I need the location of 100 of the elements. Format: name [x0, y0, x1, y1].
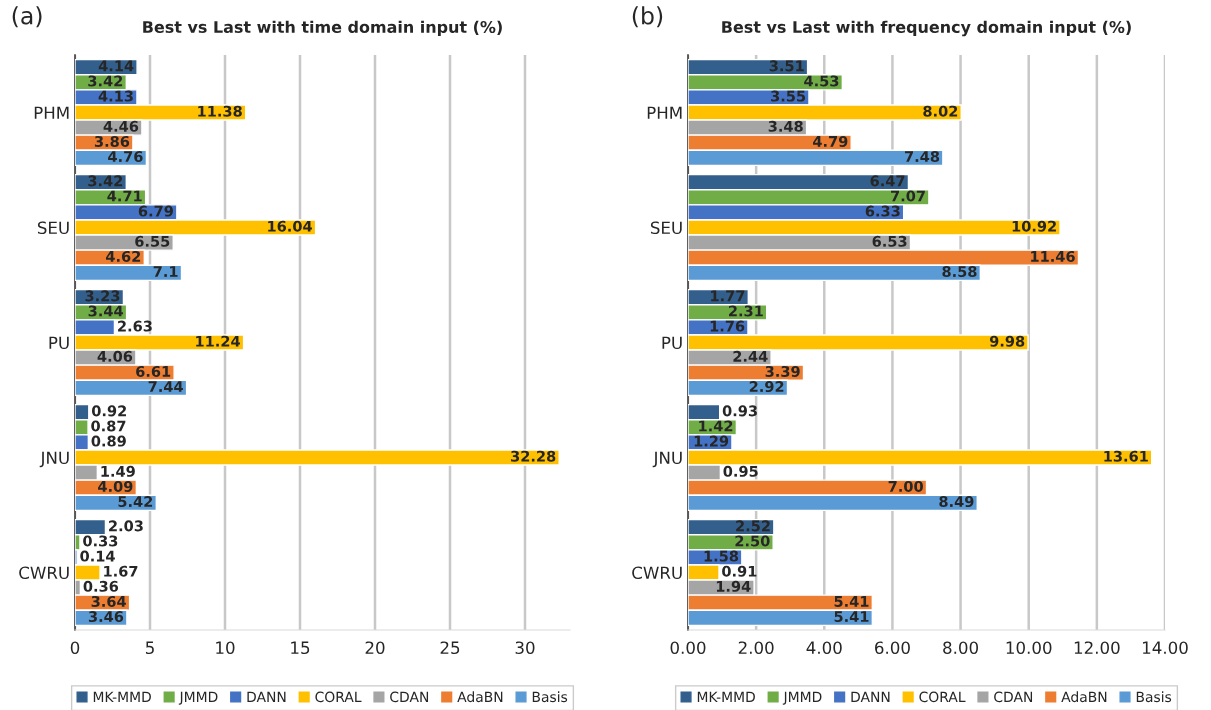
legend-label: CORAL	[315, 691, 362, 703]
data-label: 4.79	[813, 135, 848, 147]
data-label: 5.42	[118, 496, 153, 508]
data-label: 7.07	[891, 190, 925, 202]
x-tick-label: 10.00	[1006, 641, 1052, 655]
legend-label: JMMD	[178, 691, 218, 705]
data-label: 10.92	[1012, 220, 1056, 232]
y-tick-label: SEU	[37, 221, 69, 235]
y-tick-label: PHM	[647, 106, 682, 119]
data-label: 13.61	[1104, 450, 1148, 462]
y-tick-label: PU	[49, 336, 69, 350]
data-label: 11.24	[196, 335, 240, 347]
data-label: 0.91	[722, 565, 757, 577]
data-label: 3.51	[769, 60, 804, 72]
y-tick-label: JNU	[652, 451, 682, 468]
data-label: 5.41	[834, 596, 869, 607]
x-tick-label: 20	[365, 641, 385, 655]
data-label: 0.95	[723, 465, 758, 477]
data-label: 1.49	[101, 465, 135, 477]
x-tick-label: 25	[440, 641, 460, 655]
data-label: 3.42	[88, 75, 123, 87]
data-label: 2.92	[749, 381, 784, 393]
y-tick-label: JNU	[39, 451, 69, 468]
x-tick-label: 0.00	[670, 641, 706, 655]
data-label: 4.13	[98, 90, 133, 102]
x-tick-label: 15	[291, 641, 310, 655]
x-tick-label: 5	[145, 641, 154, 655]
data-label: 1.77	[711, 290, 745, 302]
data-label: 4.53	[804, 75, 839, 87]
data-label: 2.31	[729, 305, 763, 317]
legend-label: CDAN	[390, 691, 429, 703]
data-label: 4.46	[103, 120, 139, 132]
legend-label: Basis	[532, 691, 568, 703]
data-label: 3.86	[94, 135, 130, 147]
data-label: 4.14	[98, 60, 134, 72]
x-tick-label: 0	[70, 641, 80, 655]
x-tick-label: 8.00	[943, 641, 979, 655]
text: (b)	[632, 6, 663, 28]
legend-label: MK-MMD	[93, 691, 151, 702]
data-label: 7.00	[888, 480, 923, 492]
x-tick-label: 10	[216, 641, 235, 655]
data-label: 0.36	[83, 580, 119, 592]
data-label: 6.55	[135, 235, 170, 247]
x-tick-label: 4.00	[806, 641, 842, 655]
data-label: 3.48	[768, 120, 803, 132]
legend-label: DANN	[247, 691, 286, 702]
data-label: 0.89	[91, 435, 126, 447]
data-label: 7.44	[148, 381, 183, 392]
data-label: 4.09	[98, 480, 133, 492]
data-label: 0.92	[91, 405, 126, 417]
x-tick-label: 14.00	[1142, 641, 1188, 655]
data-label: 1.76	[710, 320, 745, 332]
chart-title: Best vs Last with time domain input (%)	[143, 20, 502, 37]
x-tick-label: 6.00	[875, 641, 910, 655]
data-label: 11.46	[1031, 250, 1075, 262]
data-label: 0.14	[80, 550, 115, 562]
data-label: 4.71	[107, 190, 142, 202]
data-label: 0.33	[83, 535, 118, 547]
data-label: 0.87	[91, 420, 126, 432]
data-label: 6.47	[870, 175, 905, 187]
text: (a)	[12, 6, 42, 28]
data-label: 3.46	[88, 611, 124, 623]
legend-label: CDAN	[994, 691, 1033, 703]
data-label: 4.76	[108, 151, 143, 163]
data-label: 2.63	[118, 320, 152, 332]
x-tick-label: 2.00	[738, 641, 774, 655]
data-label: 2.50	[735, 535, 770, 547]
legend-label: AdaBN	[1061, 691, 1107, 703]
y-tick-label: PU	[662, 336, 682, 350]
y-tick-label: CWRU	[632, 566, 682, 580]
legend-label: CORAL	[919, 691, 966, 703]
legend-label: JMMD	[782, 691, 822, 705]
data-label: 3.42	[88, 175, 123, 187]
data-label: 9.98	[989, 335, 1025, 347]
y-tick-label: CWRU	[19, 566, 69, 580]
data-label: 6.53	[872, 235, 907, 247]
data-label: 7.1	[153, 266, 178, 277]
data-label: 6.61	[136, 365, 171, 377]
data-label: 6.79	[138, 205, 173, 217]
data-label: 7.48	[904, 151, 940, 163]
data-label: 8.02	[923, 105, 958, 117]
data-label: 5.41	[834, 611, 869, 623]
data-label: 3.23	[85, 290, 120, 302]
data-label: 32.28	[511, 450, 556, 462]
data-label: 2.52	[736, 520, 770, 532]
data-label: 2.03	[109, 520, 143, 532]
x-tick-label: 30	[515, 641, 535, 655]
data-label: 1.42	[699, 420, 733, 432]
data-label: 4.62	[106, 250, 141, 262]
data-label: 6.33	[865, 205, 900, 217]
data-label: 0.93	[722, 405, 757, 417]
data-label: 2.44	[733, 350, 768, 362]
data-label: 8.49	[939, 496, 974, 508]
data-label: 3.44	[88, 305, 123, 317]
y-tick-label: SEU	[650, 221, 682, 235]
data-label: 3.64	[91, 595, 126, 607]
data-label: 1.67	[104, 565, 138, 577]
data-label: 3.39	[765, 365, 800, 377]
data-label: 1.29	[694, 435, 729, 447]
legend-label: AdaBN	[457, 691, 503, 703]
